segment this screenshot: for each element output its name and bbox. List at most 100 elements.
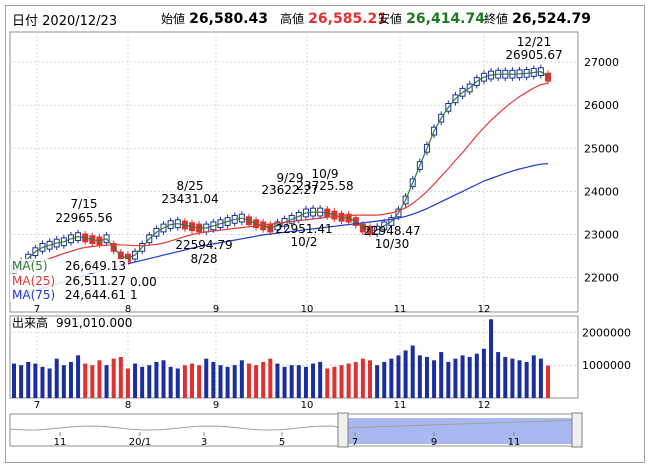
volume-bar <box>204 358 209 398</box>
volume-bar <box>190 363 194 398</box>
volume-bar <box>261 361 266 398</box>
volume-bar <box>97 360 102 398</box>
annotation-date: 10/2 <box>291 235 318 249</box>
volume-bar <box>289 365 294 398</box>
volume-bar <box>33 363 38 398</box>
volume-bar <box>182 365 187 398</box>
volume-bar <box>510 358 515 398</box>
volume-bar <box>232 365 237 398</box>
volume-bar <box>303 366 308 398</box>
ma25-line <box>13 82 549 272</box>
navigator-x-tick-label: 5 <box>279 437 285 448</box>
volume-bar <box>26 361 31 398</box>
navigator-x-tick-label: 3 <box>201 437 207 448</box>
ma5-line <box>13 70 549 270</box>
volume-bar <box>432 360 437 398</box>
volume-bar <box>47 368 52 398</box>
volume-value: 991,010.000 <box>56 316 132 330</box>
volume-bar <box>161 360 166 398</box>
volume-bar <box>538 358 543 398</box>
annotation-value: 26905.67 <box>505 48 562 62</box>
volume-bar <box>118 357 123 398</box>
open-field: 始値 26,580.43 <box>161 10 268 27</box>
legend-label-ma75: MA(75) <box>12 288 55 302</box>
volume-x-tick-label: 8 <box>125 400 131 411</box>
volume-bar <box>68 361 73 398</box>
volume-y-tick-label: 1000000 <box>582 359 631 372</box>
volume-bar <box>453 358 458 398</box>
annotation-value: 23725.58 <box>296 179 353 193</box>
volume-bar <box>211 361 216 398</box>
volume-bar <box>332 366 337 398</box>
legend-value-ma5: 26,649.13 <box>65 259 126 273</box>
price-x-tick-label: 12 <box>478 304 491 315</box>
volume-bar <box>140 366 145 398</box>
volume-bar <box>424 357 429 398</box>
annotation-value: 22965.56 <box>55 211 112 225</box>
volume-bar <box>40 366 45 398</box>
navigator-x-tick-label: 9 <box>431 437 437 448</box>
overlay-label: 0.00 <box>130 275 157 289</box>
volume-bar <box>460 355 465 398</box>
date-value: 2020/12/23 <box>42 14 118 29</box>
volume-bar <box>339 365 344 398</box>
volume-bar <box>175 368 180 398</box>
volume-bar <box>90 365 95 398</box>
annotation-date: 9/29 <box>277 171 304 185</box>
legend-label-ma5: MA(5) <box>12 259 48 273</box>
volume-bar <box>325 368 330 398</box>
volume-bar <box>546 365 550 398</box>
volume-bar <box>168 366 173 398</box>
price-y-tick-label: 25000 <box>584 142 619 155</box>
price-header: 日付 2020/12/23 始値 26,580.43 高値 26,585.21 … <box>6 6 644 30</box>
low-field: 安値 26,414.74 <box>378 10 485 27</box>
volume-bar <box>311 363 316 398</box>
annotation-value: 22948.47 <box>363 224 420 238</box>
volume-bar <box>218 365 223 398</box>
volume-bar <box>268 358 273 398</box>
volume-bar <box>389 358 394 398</box>
annotation-value: 23622.27 <box>261 183 318 197</box>
legend-bg <box>10 288 128 302</box>
volume-bar <box>396 355 401 398</box>
volume-bar <box>54 358 59 398</box>
volume-bar <box>111 358 116 398</box>
navigator-x-tick-label: 7 <box>352 437 358 448</box>
volume-bar <box>496 352 501 398</box>
volume-bar <box>282 366 287 398</box>
volume-bar <box>375 365 380 398</box>
legend-bg <box>10 274 128 288</box>
volume-bar <box>353 361 358 398</box>
close-value: 26,524.79 <box>512 11 591 27</box>
annotation-value: 22951.41 <box>275 222 332 236</box>
volume-bar <box>19 365 24 398</box>
annotation-date: 8/25 <box>177 179 204 193</box>
volume-bar <box>154 361 159 398</box>
navigator-left-handle[interactable] <box>337 412 349 448</box>
navigator-right-handle[interactable] <box>571 412 583 448</box>
price-x-tick-label: 10 <box>301 304 314 315</box>
overlay-label: 1 <box>130 288 138 302</box>
legend-bg <box>10 259 128 273</box>
annotation-date: 8/28 <box>191 252 218 266</box>
price-y-tick-label: 27000 <box>584 56 619 69</box>
volume-x-tick-label: 7 <box>34 400 40 411</box>
volume-bar <box>225 366 230 398</box>
candle-body <box>545 72 551 82</box>
volume-bar <box>446 361 451 398</box>
annotation-date: 12/21 <box>517 35 552 49</box>
volume-bar <box>346 363 351 398</box>
volume-bar <box>517 360 522 398</box>
volume-bar <box>147 365 152 398</box>
price-x-tick-label: 8 <box>125 304 131 315</box>
volume-bar <box>531 355 536 398</box>
navigator-line <box>9 419 575 431</box>
volume-bar <box>417 355 422 398</box>
volume-bar <box>474 353 479 398</box>
price-x-tick-label: 11 <box>394 304 407 315</box>
low-label: 安値 <box>378 12 403 26</box>
close-field: 終値 26,524.79 <box>484 10 591 27</box>
volume-bar <box>296 365 301 398</box>
volume-y-tick-label: 2000000 <box>582 326 631 339</box>
volume-bar <box>489 319 494 398</box>
